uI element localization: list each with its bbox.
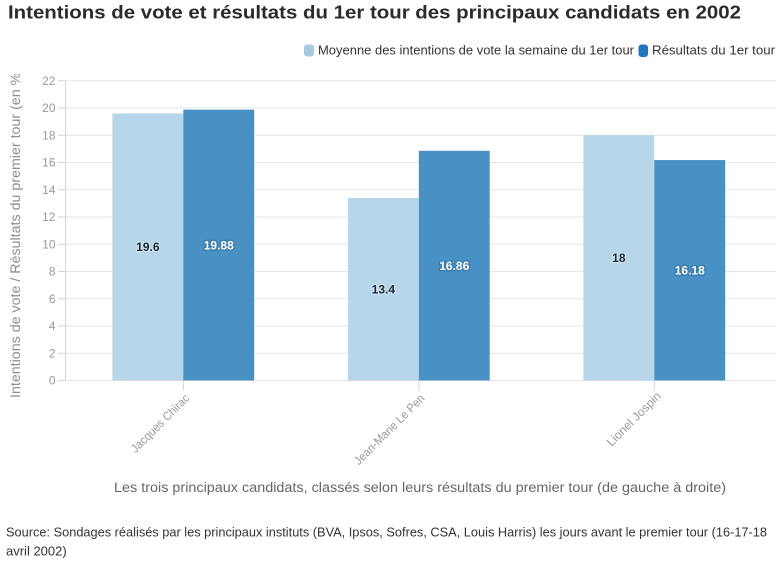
svg-text:14: 14	[42, 183, 56, 197]
svg-text:6: 6	[49, 292, 56, 306]
svg-text:10: 10	[42, 237, 56, 251]
svg-text:4: 4	[49, 319, 56, 333]
svg-text:avril 2002): avril 2002)	[6, 544, 67, 559]
svg-text:Moyenne des intentions de vote: Moyenne des intentions de vote la semain…	[318, 43, 635, 58]
svg-text:Source: Sondages réalisés par: Source: Sondages réalisés par les princi…	[6, 525, 767, 540]
svg-text:19.6: 19.6	[136, 240, 160, 254]
svg-text:16: 16	[42, 156, 56, 170]
svg-text:20: 20	[42, 101, 56, 115]
svg-text:19.88: 19.88	[204, 238, 234, 252]
svg-text:8: 8	[49, 265, 56, 279]
svg-text:13.4: 13.4	[372, 282, 396, 296]
svg-text:0: 0	[49, 374, 56, 388]
svg-text:18: 18	[42, 128, 56, 142]
svg-text:Résultats du 1er tour: Résultats du 1er tour	[652, 43, 776, 58]
svg-text:22: 22	[42, 74, 56, 88]
svg-text:2: 2	[49, 346, 56, 360]
svg-text:Intentions de vote / Résultats: Intentions de vote / Résultats du premie…	[8, 68, 23, 398]
svg-text:16.18: 16.18	[675, 264, 705, 278]
svg-text:12: 12	[42, 210, 56, 224]
svg-text:Les trois principaux candidats: Les trois principaux candidats, classés …	[114, 480, 726, 495]
svg-text:18: 18	[612, 251, 626, 265]
svg-text:Intentions de vote et résultat: Intentions de vote et résultats du 1er t…	[8, 3, 741, 23]
svg-text:16.86: 16.86	[439, 259, 469, 273]
